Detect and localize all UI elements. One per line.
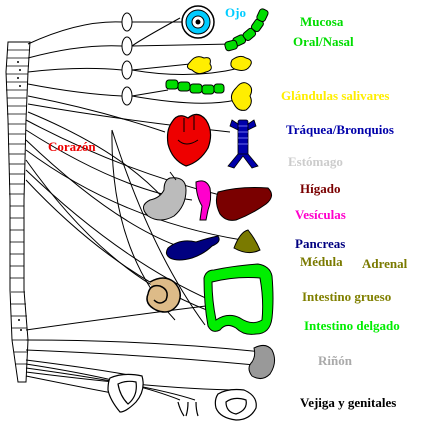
mucosa-organ [224,8,269,52]
label-medula: Médula [300,254,343,269]
label-corazon: Corazón [48,139,96,154]
ganglion-4 [121,86,133,106]
nerve-fibres [25,17,263,401]
label-intestino-grueso: Intestino grueso [302,289,392,304]
label-intestino-delgado: Intestino delgado [304,318,400,333]
small-intestine-coil-organ [146,277,181,313]
salivary-duct-organ [165,79,225,95]
adrenal-organ [233,229,261,254]
label-mucosa: Mucosa [300,14,344,29]
stomach-organ [143,171,187,221]
eye-organ [181,5,215,39]
gallbladder-organ [195,180,212,221]
bladder-genitals-organ [107,373,257,421]
spinal-segments [6,49,30,365]
label-glandulas: Glándulas salivares [281,88,390,103]
liver-organ [215,187,272,221]
label-estomago: Estómago [288,154,343,169]
ganglion-3 [121,60,133,80]
label-higado: Hígado [300,181,341,196]
spinal-cord [5,41,31,383]
spinal-cord-outline [5,41,31,383]
trachea-organ [227,119,259,169]
label-ojo: Ojo [225,5,246,20]
heart-organ [166,113,212,167]
label-vesiculas: Vesículas [295,207,346,222]
ganglia [121,12,133,106]
spinal-dots [17,61,22,331]
label-oral-nasal: Oral/Nasal [293,34,354,49]
large-intestine-organ [203,263,274,335]
label-adrenal: Adrenal [362,256,408,271]
kidney-organ [248,344,276,380]
pancreas-organ [165,235,220,261]
ganglion-1 [121,12,133,32]
label-pancreas: Pancreas [295,236,346,251]
label-traquea: Tráquea/Bronquios [286,122,394,137]
label-rinon: Riñón [318,353,352,368]
ganglion-2 [121,36,133,56]
salivary-glands-organ [186,55,253,111]
label-vejiga: Vejiga y genitales [300,395,397,410]
